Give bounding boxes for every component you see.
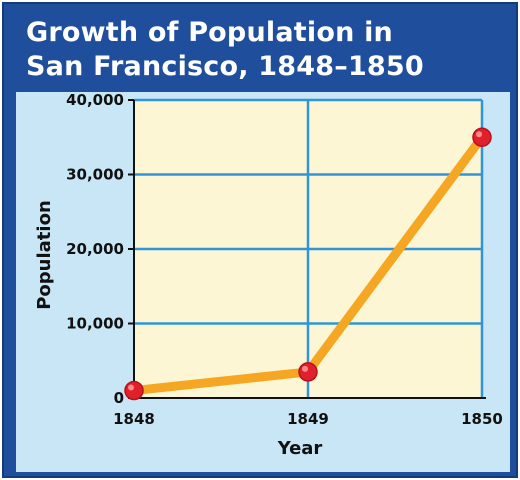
data-point-highlight [128, 384, 134, 391]
y-tick-label: 0 [114, 389, 124, 407]
y-tick-label: 30,000 [66, 166, 124, 184]
grid-lines [134, 98, 484, 398]
x-tick-label: 1848 [113, 410, 155, 428]
data-point-highlight [302, 365, 308, 372]
x-axis-title: Year [277, 438, 323, 459]
tick-labels: 0 10,000 20,000 30,000 40,000 1848 1849 1850 [66, 92, 503, 428]
data-series [124, 127, 492, 401]
population-line-chart: 0 10,000 20,000 30,000 40,000 1848 1849 1850 Ye… [34, 92, 503, 459]
x-tick-label: 1850 [461, 410, 503, 428]
data-point-highlight [476, 131, 482, 138]
data-point [124, 380, 144, 401]
y-tick-label: 10,000 [66, 315, 124, 333]
x-tick-label: 1849 [287, 410, 329, 428]
chart-panel: 0 10,000 20,000 30,000 40,000 1848 1849 1850 Ye… [16, 92, 510, 472]
chart-title: Growth of Population in San Francisco, 1… [26, 17, 424, 82]
y-tick-label: 40,000 [66, 92, 124, 109]
data-point [472, 127, 492, 147]
data-point [298, 362, 318, 382]
y-axis-title: Population [34, 200, 55, 310]
y-tick-label: 20,000 [66, 240, 124, 258]
